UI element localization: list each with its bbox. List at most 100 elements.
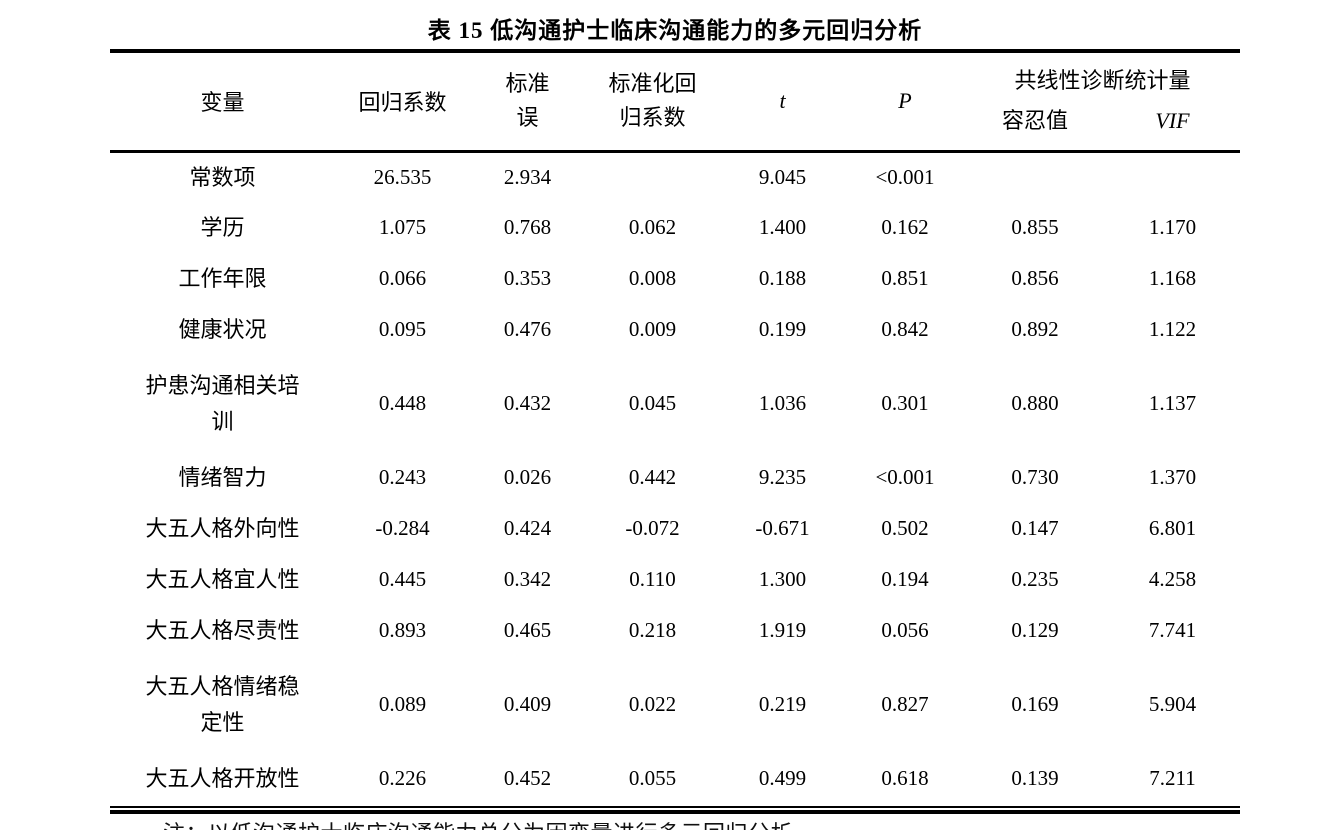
cell-t: -0.671 [755,516,810,540]
cell-variable: 大五人格尽责性 [110,605,335,656]
cell-se: 2.934 [503,164,552,189]
cell-vif: 6.801 [1148,516,1197,540]
cell-variable: 护患沟通相关培训 [110,355,335,452]
cell-se: 0.465 [503,618,552,642]
cell-variable: 大五人格宜人性 [110,554,335,605]
cell-tolerance: 0.856 [1011,266,1059,290]
bottom-rule-thick-line [110,810,1240,814]
cell-vif: 1.168 [1148,266,1197,290]
cell-p: 0.618 [881,766,929,790]
table-row: 情绪智力 0.243 0.026 0.442 9.235 <0.001 0.73… [110,452,1240,503]
cell-coef: 0.893 [378,618,427,642]
cell-p: 0.842 [881,317,929,341]
variable-label: 学历 [200,214,245,240]
variable-label: 大五人格开放性 [145,765,300,791]
variable-label: 护患沟通相关培训 [145,373,300,434]
variable-label: 大五人格情绪稳定性 [145,674,300,735]
cell-p: 0.162 [881,215,929,239]
cell-p: 0.502 [881,516,929,540]
collinearity-group-head: 共线性诊断统计量 容忍值 VIF [965,68,1240,133]
cell-tolerance: 0.147 [1011,516,1059,540]
cell-t: 9.235 [758,465,807,489]
header-vif: VIF [1155,108,1190,134]
cell-p: <0.001 [875,465,935,489]
cell-std-coef: 0.442 [628,465,677,489]
cell-tolerance: 0.730 [1011,465,1059,489]
cell-coef: 0.066 [378,266,427,290]
variable-label: 常数项 [189,164,256,190]
table-row: 工作年限 0.066 0.353 0.008 0.188 0.851 0.856… [110,253,1240,304]
cell-variable: 大五人格开放性 [110,753,335,804]
cell-se: 0.432 [503,391,552,415]
cell-variable: 情绪智力 [110,452,335,503]
cell-se: 0.452 [503,766,552,790]
cell-std-coef: 0.009 [628,317,677,341]
cell-t: 0.499 [758,766,807,790]
cell-t: 0.188 [758,266,807,290]
cell-std-coef: -0.072 [625,516,680,540]
cell-se: 0.353 [503,266,552,290]
header-collinearity-label: 共线性诊断统计量 [1014,68,1191,94]
cell-std-coef: 0.008 [628,266,677,290]
cell-variable: 常数项 [110,151,335,202]
cell-std-coef: 0.055 [628,766,677,790]
cell-vif: 5.904 [1148,692,1197,716]
table-row: 大五人格宜人性 0.445 0.342 0.110 1.300 0.194 0.… [110,554,1240,605]
cell-coef: 0.226 [378,766,427,790]
cell-std-coef: 0.062 [628,215,677,239]
cell-p: <0.001 [875,164,935,189]
table-row: 健康状况 0.095 0.476 0.009 0.199 0.842 0.892… [110,304,1240,355]
cell-t: 1.300 [758,567,807,591]
variable-label: 大五人格尽责性 [145,617,300,643]
cell-tolerance: 0.892 [1011,317,1059,341]
cell-vif [1105,151,1240,202]
cell-variable: 大五人格情绪稳定性 [110,656,335,753]
cell-vif: 1.170 [1148,215,1197,239]
cell-variable: 健康状况 [110,304,335,355]
header-variable: 变量 [200,90,245,116]
cell-std-coef: 0.110 [629,567,676,591]
cell-tolerance: 0.880 [1011,391,1059,415]
cell-coef: 1.075 [378,215,427,239]
variable-label: 健康状况 [178,316,267,342]
cell-t: 0.219 [758,692,807,716]
table-row: 大五人格开放性 0.226 0.452 0.055 0.499 0.618 0.… [110,753,1240,804]
cell-variable: 大五人格外向性 [110,503,335,554]
table-bottom-rule [110,806,1240,814]
regression-table: 变量 回归系数 标准 误 标准化回 归系数 t P 共线性诊断统计量 容忍值 V… [110,49,1240,804]
header-t: t [779,88,786,114]
cell-coef: 0.243 [378,465,427,489]
cell-se: 0.409 [503,692,552,716]
cell-coef: -0.284 [375,516,430,540]
cell-vif: 7.211 [1149,766,1196,790]
variable-label: 工作年限 [178,265,267,291]
cell-p: 0.851 [881,266,929,290]
cell-p: 0.056 [881,618,929,642]
table-row: 大五人格情绪稳定性 0.089 0.409 0.022 0.219 0.827 … [110,656,1240,753]
cell-se: 0.768 [503,215,552,239]
cell-std-coef: 0.045 [628,391,677,415]
collinearity-subheaders: 容忍值 VIF [965,109,1240,133]
cell-t: 9.045 [758,164,807,189]
header-collinearity-group: 共线性诊断统计量 容忍值 VIF [965,51,1240,151]
cell-tolerance: 0.169 [1011,692,1059,716]
cell-tolerance: 0.129 [1011,618,1059,642]
cell-vif: 1.122 [1148,317,1197,341]
cell-tolerance: 0.139 [1011,766,1059,790]
cell-p: 0.827 [881,692,929,716]
table-row: 大五人格尽责性 0.893 0.465 0.218 1.919 0.056 0.… [110,605,1240,656]
bottom-rule-thin-line [110,806,1240,808]
cell-p: 0.301 [881,391,929,415]
cell-se: 0.476 [503,317,552,341]
cell-tolerance: 0.235 [1011,567,1059,591]
cell-coef: 0.445 [378,567,427,591]
cell-vif: 1.370 [1148,465,1197,489]
cell-se: 0.342 [503,567,552,591]
cell-tolerance: 0.855 [1011,215,1059,239]
variable-label: 情绪智力 [178,464,267,490]
cell-variable: 学历 [110,202,335,253]
cell-coef: 26.535 [373,164,432,189]
header-row: 变量 回归系数 标准 误 标准化回 归系数 t P 共线性诊断统计量 容忍值 V… [110,51,1240,151]
table-row: 护患沟通相关培训 0.448 0.432 0.045 1.036 0.301 0… [110,355,1240,452]
